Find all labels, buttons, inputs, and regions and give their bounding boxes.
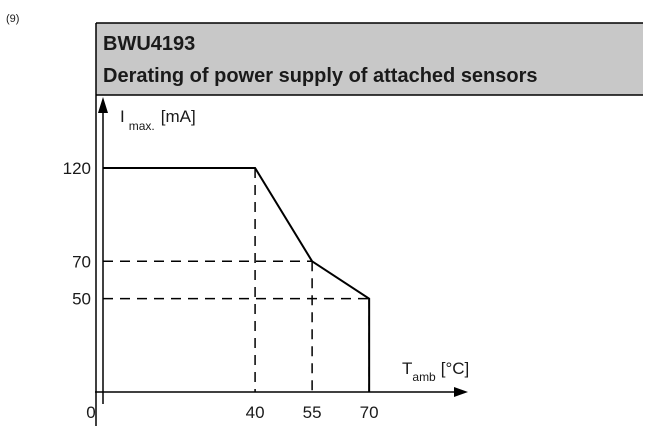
x-tick-label: 0 xyxy=(86,403,95,422)
y-tick-label: 120 xyxy=(63,159,91,178)
x-tick-label: 55 xyxy=(303,403,322,422)
chart-subtitle: Derating of power supply of attached sen… xyxy=(103,65,538,87)
x-axis-label: Tamb [°C] xyxy=(402,359,469,384)
y-label-subscript: max. xyxy=(129,119,155,133)
x-label-subscript: amb xyxy=(412,370,436,384)
y-tick-label: 70 xyxy=(72,252,91,271)
header-box xyxy=(96,23,643,95)
y-tick-label: 50 xyxy=(72,290,91,309)
data-line xyxy=(103,166,371,392)
y-label-unit: [mA] xyxy=(161,107,196,126)
figure-number: (9) xyxy=(6,13,19,25)
x-axis-arrow xyxy=(454,387,468,397)
x-label-unit: [°C] xyxy=(441,359,470,378)
x-tick-label: 70 xyxy=(360,403,379,422)
y-axis-arrow xyxy=(98,97,108,113)
chart-title: BWU4193 xyxy=(103,33,195,55)
x-tick-label: 40 xyxy=(246,403,265,422)
x-label-symbol: T xyxy=(402,359,412,378)
y-label-symbol: I xyxy=(120,107,125,126)
